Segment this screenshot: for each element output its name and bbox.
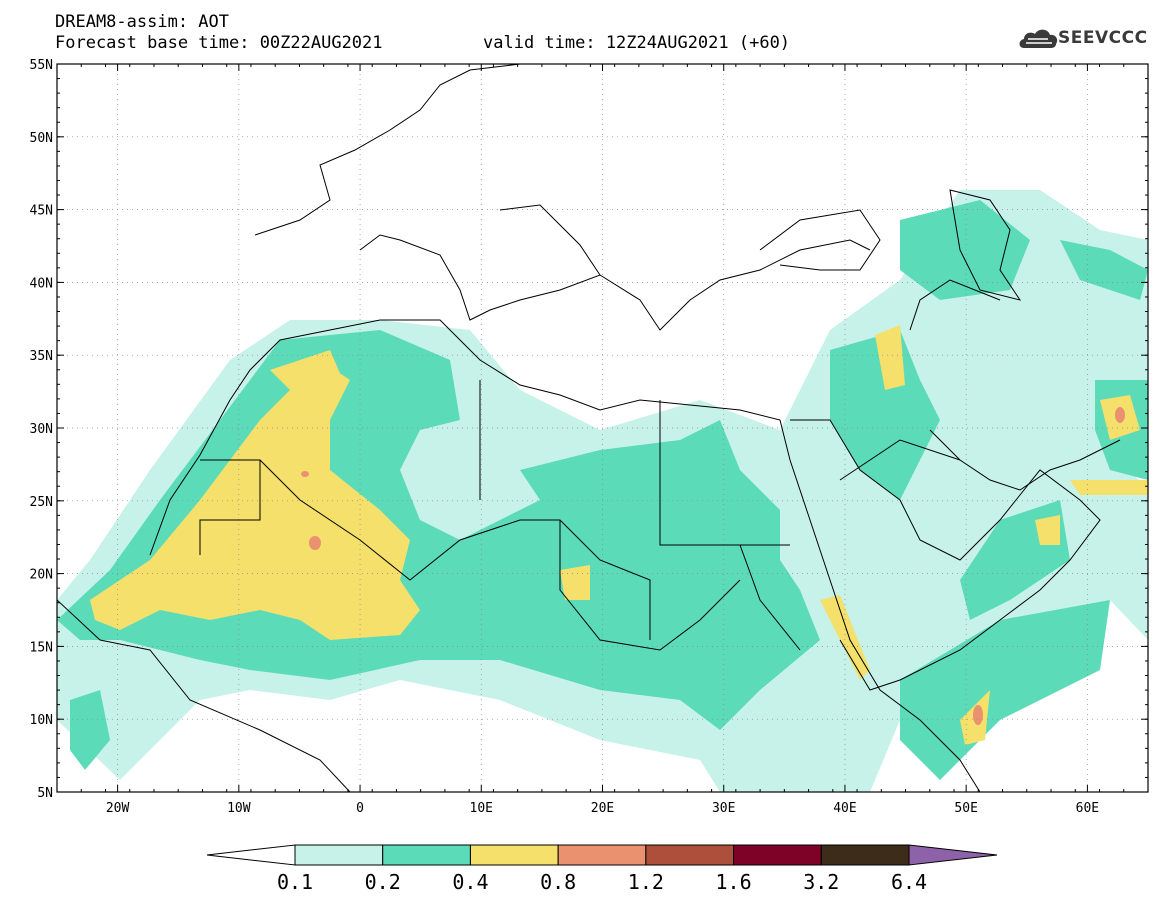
lat-label: 50N	[30, 131, 53, 146]
lat-label: 5N	[37, 786, 53, 801]
europe-coastline	[254, 64, 871, 331]
lon-label: 10W	[227, 801, 251, 816]
gridlines	[57, 64, 1148, 792]
lon-label: 20W	[106, 801, 130, 816]
seevccc-logo-text: SEEVCCC	[1058, 28, 1148, 48]
lat-label: 15N	[30, 640, 53, 655]
colorbar-label: 0.2	[364, 870, 401, 894]
aot-band-0.8-1.2	[301, 407, 1125, 725]
lat-label: 30N	[30, 422, 53, 437]
caspian-black-sea	[759, 189, 1022, 301]
lat-label: 20N	[30, 568, 53, 583]
forecast-base-time: Forecast base time: 00Z22AUG2021	[55, 33, 383, 53]
lon-label: 30E	[712, 801, 735, 816]
coastlines-and-borders	[57, 64, 1121, 792]
latitude-axis: 55N 50N 45N 40N 35N 30N 25N 20N 15N 10N 5N	[30, 58, 1148, 801]
colorbar-label: 1.2	[627, 870, 664, 894]
lat-label: 45N	[30, 204, 53, 219]
lon-label: 40E	[833, 801, 856, 816]
lon-label: 10E	[470, 801, 493, 816]
colorbar-segment	[469, 844, 559, 866]
colorbar-segment	[733, 844, 822, 866]
arabia-coastline	[790, 419, 1101, 691]
lat-label: 10N	[30, 713, 53, 728]
map-title: DREAM8-assim: AOT	[55, 12, 229, 32]
africa-coastline	[57, 319, 981, 792]
lon-label: 50E	[954, 801, 977, 816]
lat-label: 35N	[30, 349, 53, 364]
longitude-axis: 20W 10W 0 10E 20E 30E 40E 50E 60E	[56, 64, 1149, 816]
lon-label: 20E	[591, 801, 614, 816]
lon-label: 60E	[1076, 801, 1099, 816]
valid-time: valid time: 12Z24AUG2021 (+60)	[483, 33, 791, 53]
colorbar-segment	[645, 844, 735, 866]
colorbar-label: 3.2	[803, 870, 840, 894]
colorbar-arrow-high	[908, 844, 998, 866]
colorbar-segment	[820, 844, 910, 866]
colorbar-segment	[557, 844, 647, 866]
country-borders	[199, 279, 1001, 651]
colorbar-label: 1.6	[715, 870, 752, 894]
colorbar-segment	[382, 844, 471, 866]
aot-fields	[57, 190, 1148, 792]
lon-label: 0	[356, 801, 364, 816]
colorbar-label: 0.1	[276, 870, 314, 894]
lat-label: 55N	[30, 58, 53, 73]
aot-colorbar	[206, 844, 998, 866]
lat-label: 25N	[30, 495, 53, 510]
colorbar-label: 0.4	[452, 870, 489, 894]
colorbar-segment	[294, 844, 384, 866]
lat-label: 40N	[30, 276, 53, 291]
colorbar-label: 0.8	[540, 870, 577, 894]
colorbar-arrow-low	[206, 844, 296, 866]
cloud-logo-icon	[1019, 29, 1058, 48]
colorbar-label: 6.4	[890, 870, 928, 894]
